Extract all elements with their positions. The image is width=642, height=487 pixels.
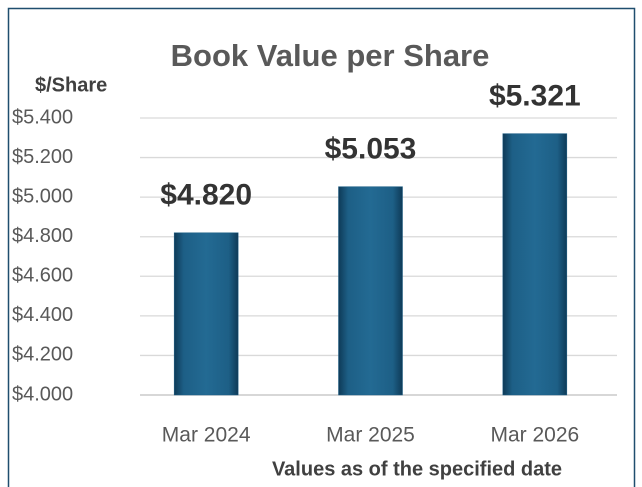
- y-tick-label: $4.400: [12, 304, 73, 326]
- y-tick-label: $4.600: [12, 265, 73, 287]
- bar: [502, 133, 568, 396]
- y-tick-label: $5.000: [12, 185, 73, 207]
- chart-title: Book Value per Share: [171, 38, 490, 73]
- data-label: $4.820: [160, 179, 252, 212]
- x-tick-label: Mar 2025: [326, 424, 415, 447]
- y-axis-title: $/Share: [35, 74, 107, 96]
- x-tick-label: Mar 2026: [490, 424, 579, 447]
- x-axis-title: Values as of the specified date: [272, 458, 562, 480]
- data-label: $5.321: [489, 80, 581, 113]
- x-tick-label: Mar 2024: [162, 424, 251, 447]
- chart-border: [7, 7, 636, 487]
- y-tick-label: $5.200: [12, 146, 73, 168]
- bar: [173, 232, 239, 396]
- y-tick-label: $4.000: [12, 383, 73, 405]
- bar: [338, 186, 403, 396]
- y-tick-label: $4.200: [12, 344, 73, 366]
- data-label: $5.053: [325, 133, 417, 166]
- y-tick-label: $4.800: [12, 225, 73, 247]
- y-tick-label: $5.400: [12, 106, 73, 128]
